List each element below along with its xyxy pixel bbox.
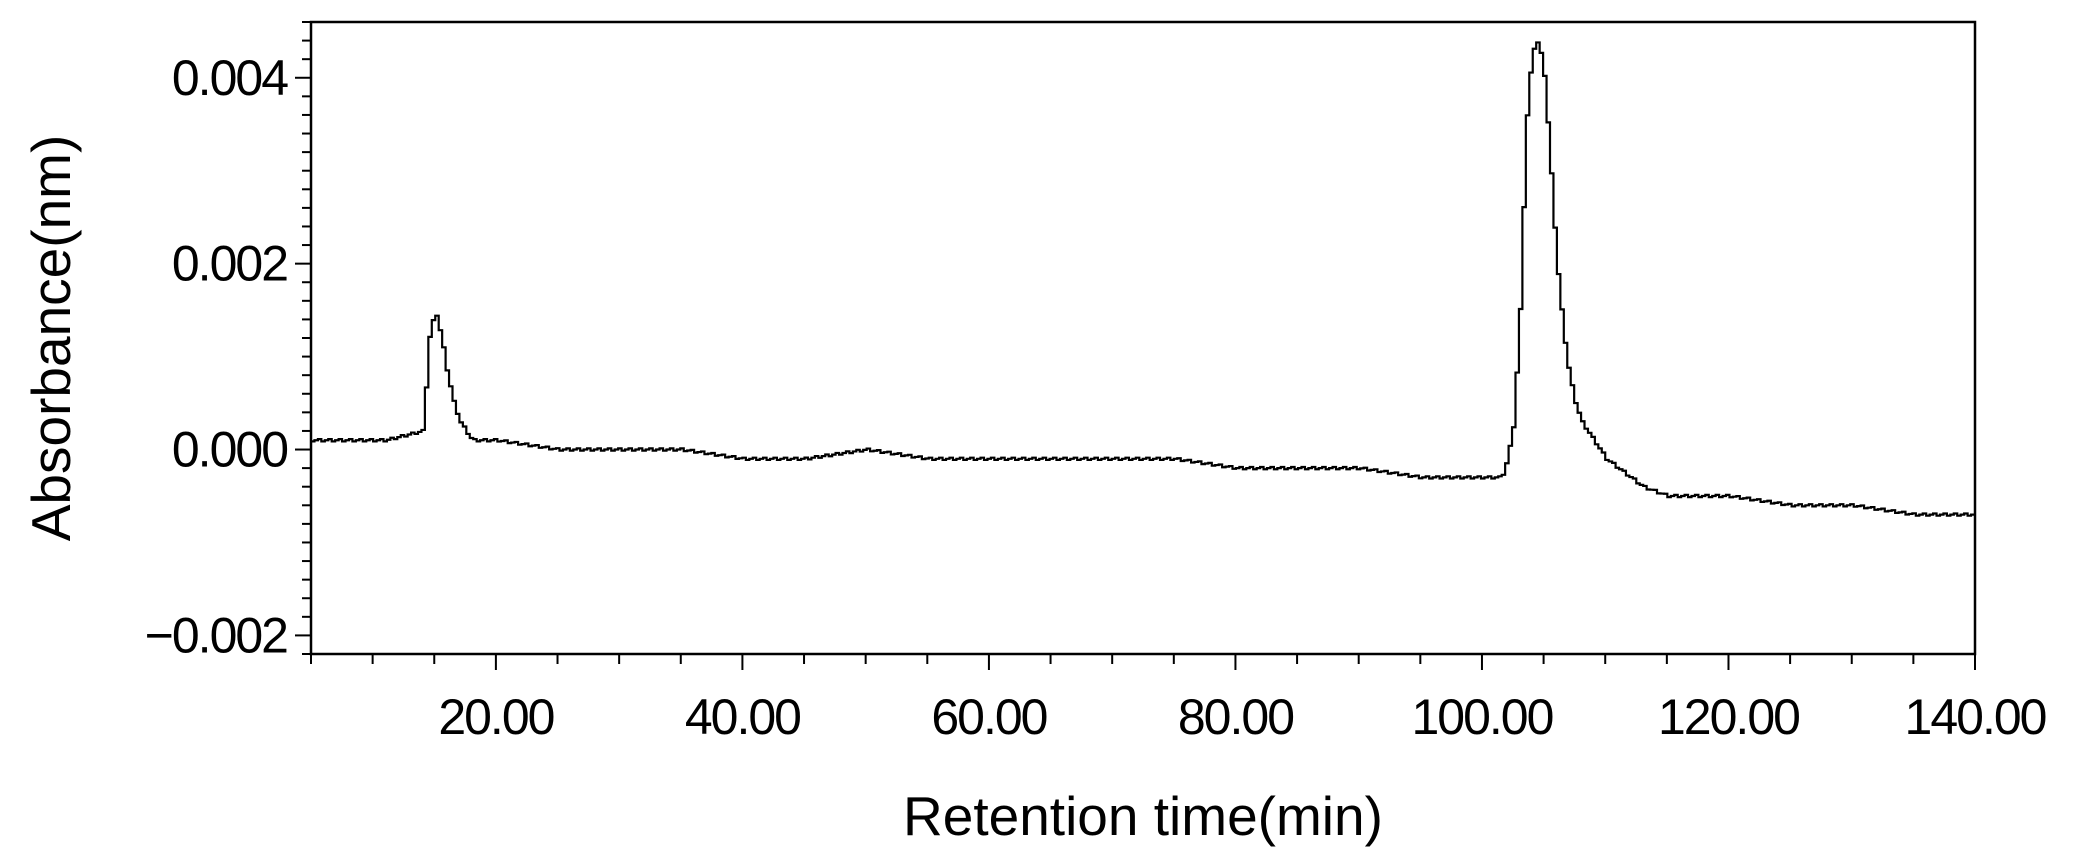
plot-frame [309, 20, 1977, 656]
x-tick-label: 80.00 [1178, 689, 1293, 745]
x-axis-ticks: 20.00 40.00 60.00 80.00 100.00 120.00 140.00 [310, 654, 2048, 745]
chromatogram-trace [311, 41, 1976, 517]
x-tick-label: 100.00 [1411, 689, 1552, 745]
x-tick-label: 120.00 [1658, 689, 1799, 745]
y-tick-label: 0.002 [172, 236, 287, 292]
y-axis-title: Absorbance(nm) [20, 135, 82, 542]
y-tick-label: 0.000 [172, 422, 287, 478]
x-tick-label: 60.00 [931, 689, 1046, 745]
y-tick-label: 0.004 [172, 50, 288, 106]
x-tick-label: 140.00 [1905, 689, 2046, 745]
x-tick-label: 20.00 [438, 689, 553, 745]
y-tick-label: −0.002 [145, 607, 288, 663]
y-axis-ticks: −0.002 0.000 0.002 0.004 [145, 21, 311, 663]
x-tick-label: 40.00 [685, 689, 800, 745]
series-layer [311, 41, 1976, 517]
x-axis-title: Retention time(min) [903, 785, 1383, 847]
